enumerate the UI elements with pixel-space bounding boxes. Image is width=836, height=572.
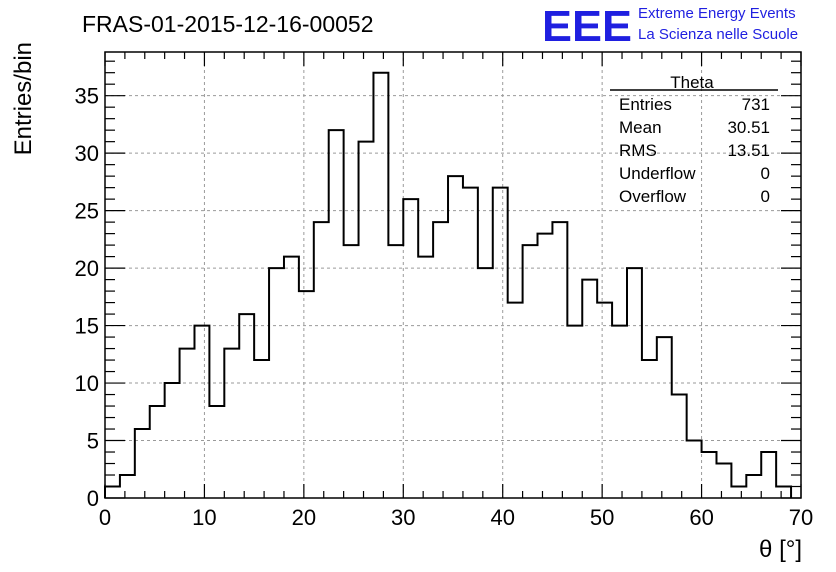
x-tick-label: 30 xyxy=(391,505,415,530)
y-tick-label: 20 xyxy=(75,256,99,281)
x-tick-label: 20 xyxy=(292,505,316,530)
stats-row-value: 30.51 xyxy=(727,118,770,137)
stats-row-value: 0 xyxy=(761,187,770,206)
grid-lines xyxy=(105,52,801,498)
y-tick-label: 30 xyxy=(75,141,99,166)
y-axis-ticks xyxy=(105,60,801,499)
x-tick-label: 50 xyxy=(590,505,614,530)
y-tick-label: 10 xyxy=(75,371,99,396)
y-tick-label: 0 xyxy=(87,486,99,511)
eee-logo-letters: EEE xyxy=(542,2,632,51)
x-tick-labels: 0 10 20 30 40 50 60 70 xyxy=(99,505,813,530)
stats-row-label: RMS xyxy=(619,141,657,160)
x-tick-label: 70 xyxy=(789,505,813,530)
x-tick-label: 60 xyxy=(689,505,713,530)
eee-logo: EEE Extreme Energy Events La Scienza nel… xyxy=(542,2,798,51)
eee-logo-line2: La Scienza nelle Scuole xyxy=(638,26,798,43)
stats-row-value: 731 xyxy=(742,95,770,114)
run-title: FRAS-01-2015-12-16-00052 xyxy=(82,11,374,37)
y-axis-label: Entries/bin xyxy=(10,42,37,155)
histogram-outline xyxy=(104,71,793,498)
stats-row-label: Underflow xyxy=(619,164,696,183)
stats-row-label: Mean xyxy=(619,118,662,137)
y-tick-labels: 0 5 10 15 20 25 30 35 xyxy=(75,84,99,511)
stats-row-label: Overflow xyxy=(619,187,687,206)
y-tick-label: 25 xyxy=(75,199,99,224)
y-tick-label: 15 xyxy=(75,314,99,339)
eee-logo-line1: Extreme Energy Events xyxy=(638,5,796,22)
stats-rows: Entries 731 Mean 30.51 RMS 13.51 Underflow 0 Ove… xyxy=(619,95,770,206)
plot-frame xyxy=(104,51,802,499)
x-axis-label: θ [°] xyxy=(759,536,802,563)
x-tick-label: 0 xyxy=(99,505,111,530)
stats-title: Theta xyxy=(670,73,714,92)
y-tick-label: 5 xyxy=(87,429,99,454)
x-tick-label: 10 xyxy=(192,505,216,530)
stats-row-value: 13.51 xyxy=(727,141,770,160)
stats-row-value: 0 xyxy=(761,164,770,183)
y-tick-label: 35 xyxy=(75,84,99,109)
stats-row-label: Entries xyxy=(619,95,672,114)
x-tick-label: 40 xyxy=(490,505,514,530)
x-axis-ticks xyxy=(104,52,802,498)
stats-box: Theta Entries 731 Mean 30.51 RMS 13.51 Underfl… xyxy=(610,73,778,206)
